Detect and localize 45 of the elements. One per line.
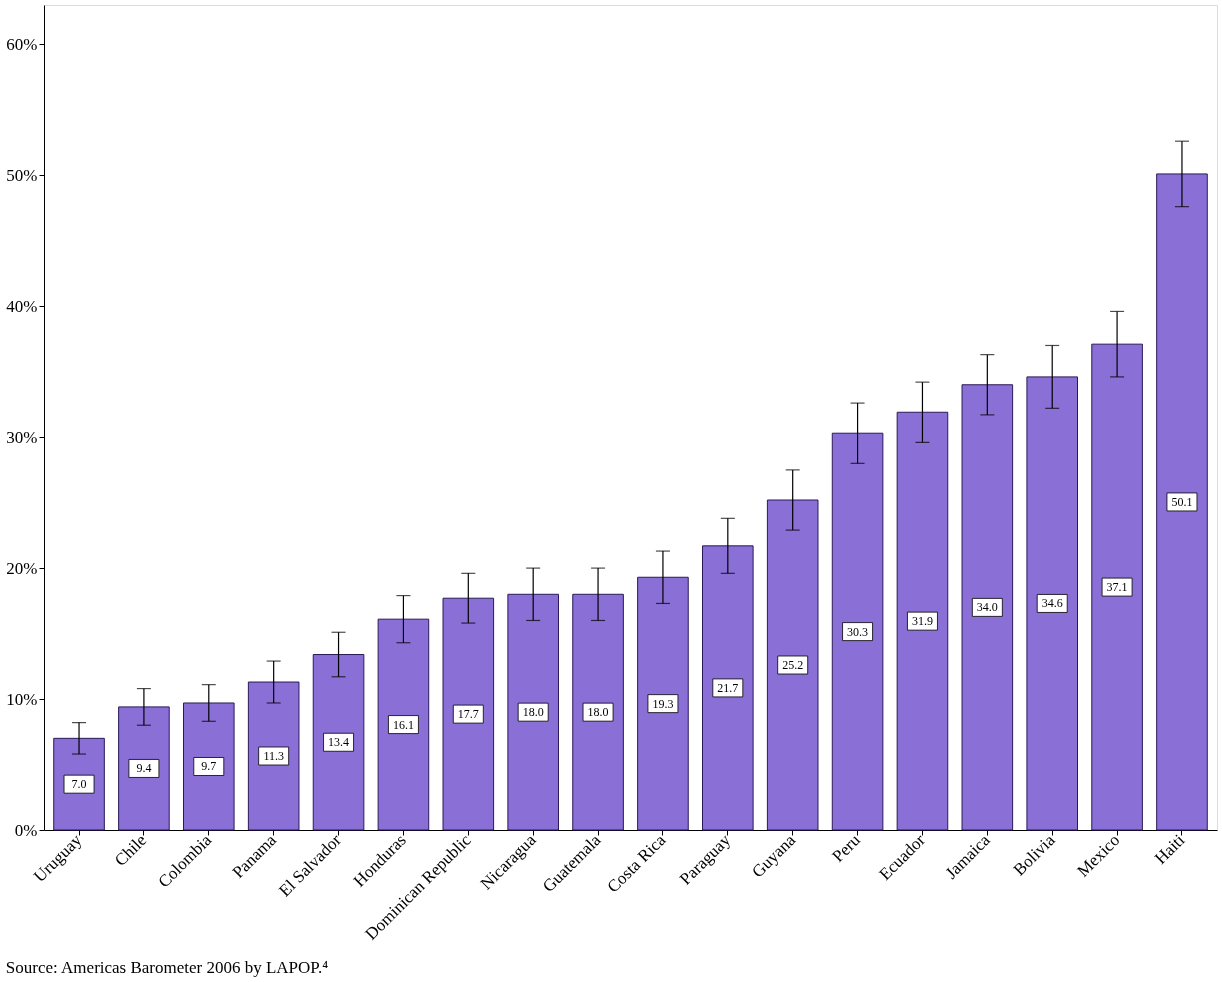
data-label: 34.6 <box>1041 596 1063 611</box>
bar <box>961 384 1014 831</box>
bar <box>1091 343 1143 831</box>
bar <box>182 702 235 831</box>
bar <box>1026 376 1079 831</box>
bar <box>702 545 754 831</box>
bar <box>831 432 884 831</box>
bar <box>896 411 949 831</box>
data-label: 50.1 <box>1171 494 1193 509</box>
x-tick-label: Peru <box>828 830 865 866</box>
y-tick-label: 40% <box>6 296 38 316</box>
data-label: 19.3 <box>652 696 674 711</box>
data-label: 34.0 <box>976 600 998 615</box>
y-tick-label: 20% <box>6 558 38 578</box>
data-label: 18.0 <box>522 705 544 720</box>
y-tick-label: 60% <box>6 34 38 54</box>
bar <box>442 597 495 831</box>
data-label: 11.3 <box>263 749 284 764</box>
y-tick-label: 50% <box>6 165 38 185</box>
bar <box>118 706 170 831</box>
data-label: 31.9 <box>911 614 933 629</box>
data-label: 7.0 <box>71 777 87 792</box>
x-tick-label: Chile <box>110 830 151 870</box>
data-label: 18.0 <box>587 705 609 720</box>
data-label: 16.1 <box>392 717 414 732</box>
data-label: 25.2 <box>782 658 804 672</box>
bar <box>572 593 624 831</box>
data-label: 37.1 <box>1106 580 1128 595</box>
y-tick-label: 30% <box>6 427 38 447</box>
data-label: 9.7 <box>201 759 217 774</box>
data-label: 30.3 <box>847 624 869 639</box>
bar <box>312 654 365 831</box>
bar <box>377 618 430 831</box>
data-label: 17.7 <box>457 707 479 722</box>
bar <box>1156 173 1208 831</box>
data-label: 9.4 <box>136 761 152 776</box>
data-label: 13.4 <box>328 735 350 750</box>
y-tick-label: 10% <box>6 689 38 709</box>
data-label: 21.7 <box>717 680 739 695</box>
y-tick-label: 0% <box>14 820 38 840</box>
bar <box>247 681 300 831</box>
bar <box>766 499 819 831</box>
source-note: Source: Americas Barometer 2006 by LAPOP.⁴ <box>5 958 329 978</box>
bar <box>637 576 689 831</box>
bar <box>507 593 559 831</box>
